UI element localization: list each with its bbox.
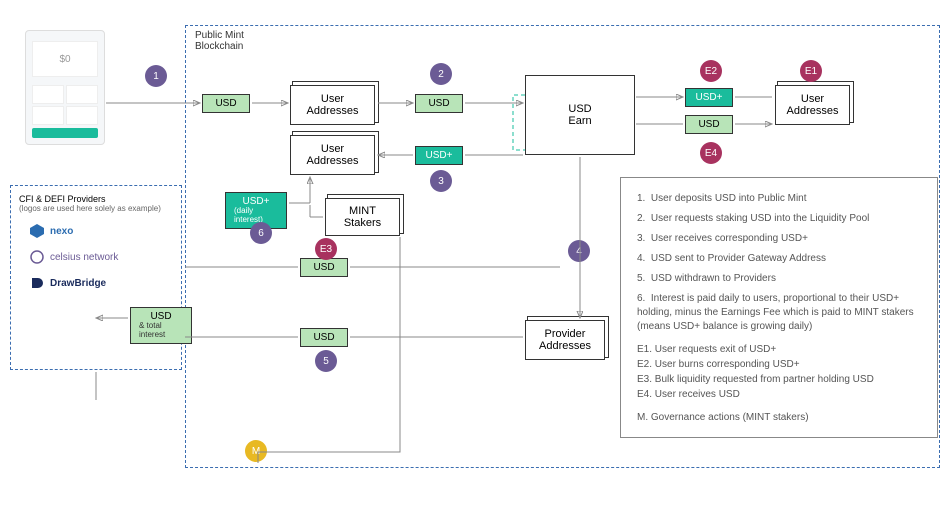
legend-box: 1. User deposits USD into Public Mint 2.… <box>620 177 938 438</box>
provider-celsius: celsius network <box>29 249 173 265</box>
badge-5: 5 <box>315 350 337 372</box>
badge-e1: E1 <box>800 60 822 82</box>
token-usd-2: USD <box>415 94 463 113</box>
blockchain-label: Public Mint Blockchain <box>195 30 244 52</box>
providers-title: CFI & DEFI Providers <box>19 194 173 204</box>
usd-earn: USD Earn <box>525 75 635 155</box>
providers-sub: (logos are used here solely as example) <box>19 204 173 213</box>
token-usd-5: USD& total interest <box>130 307 192 344</box>
legend-e1: E1. User requests exit of USD+ <box>637 344 921 355</box>
legend-e3: E3. Bulk liquidity requested from partne… <box>637 374 921 385</box>
provider-drawbridge: DrawBridge <box>29 275 173 291</box>
badge-4: 4 <box>568 240 590 262</box>
legend-1: 1. User deposits USD into Public Mint <box>637 192 921 206</box>
legend-6: 6. Interest is paid daily to users, prop… <box>637 292 921 334</box>
token-usdp-1: USD+ <box>415 146 463 165</box>
token-usd-4: USD <box>300 328 348 347</box>
badge-3: 3 <box>430 170 452 192</box>
badge-1: 1 <box>145 65 167 87</box>
token-usd-1: USD <box>202 94 250 113</box>
badge-e4: E4 <box>700 142 722 164</box>
token-usd-3: USD <box>300 258 348 277</box>
legend-e4: E4. User receives USD <box>637 389 921 400</box>
mint-stakers: MINT Stakers <box>325 198 400 236</box>
legend-m: M. Governance actions (MINT stakers) <box>637 412 921 423</box>
legend-2: 2. User requests staking USD into the Li… <box>637 212 921 226</box>
provider-nexo: nexo <box>29 223 173 239</box>
legend-3: 3. User receives corresponding USD+ <box>637 232 921 246</box>
token-usdp-3: USD+ <box>685 88 733 107</box>
wallet-mock: $0 <box>25 30 105 145</box>
badge-e3: E3 <box>315 238 337 260</box>
badge-2: 2 <box>430 63 452 85</box>
token-usd-6: USD <box>685 115 733 134</box>
legend-5: 5. USD withdrawn to Providers <box>637 272 921 286</box>
badge-m: M <box>245 440 267 462</box>
provider-addresses: Provider Addresses <box>525 320 605 360</box>
badge-e2: E2 <box>700 60 722 82</box>
user-addresses-2: User Addresses <box>290 135 375 175</box>
legend-4: 4. USD sent to Provider Gateway Address <box>637 252 921 266</box>
user-addresses-3: User Addresses <box>775 85 850 125</box>
user-addresses-1: User Addresses <box>290 85 375 125</box>
badge-6: 6 <box>250 222 272 244</box>
legend-e2: E2. User burns corresponding USD+ <box>637 359 921 370</box>
wallet-amount: $0 <box>32 41 98 77</box>
